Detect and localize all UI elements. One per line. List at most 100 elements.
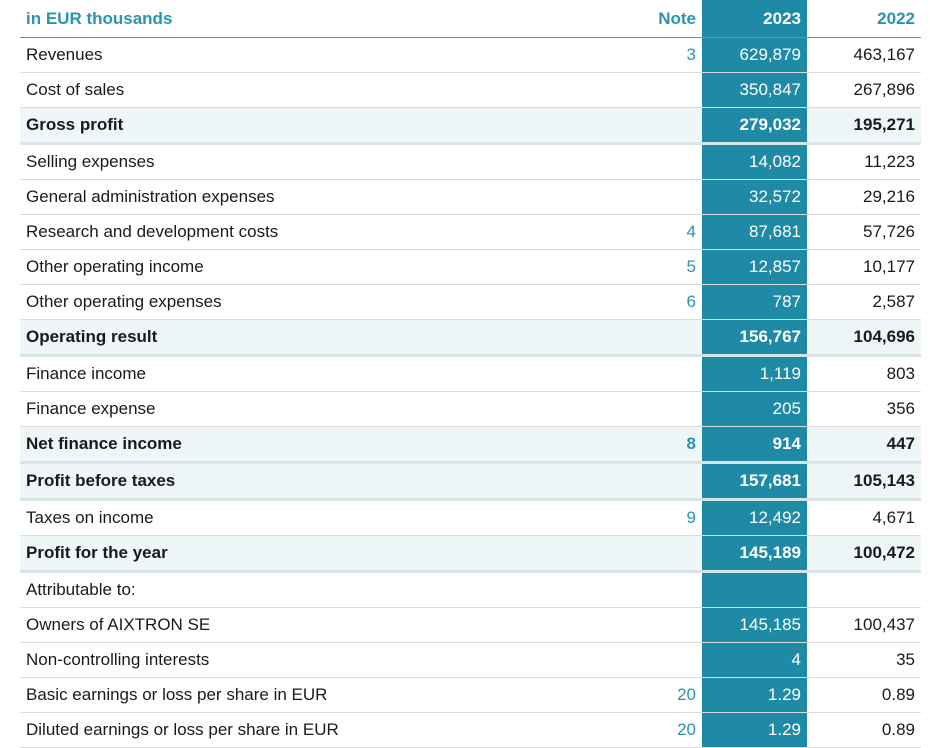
row-label: Other operating expenses (20, 284, 620, 320)
table-row-total: Gross profit 279,032 195,271 (20, 107, 921, 145)
table-body: Revenues 3 629,879 463,167 Cost of sales… (20, 37, 921, 748)
table-row-total: Profit for the year 145,189 100,472 (20, 535, 921, 573)
row-value-2023: 14,082 (702, 143, 807, 180)
row-note (620, 179, 702, 215)
row-label: Taxes on income (20, 499, 620, 536)
row-value-2023 (702, 571, 807, 608)
row-value-2023: 4 (702, 642, 807, 678)
row-label: General administration expenses (20, 179, 620, 215)
row-value-2022: 0.89 (807, 712, 921, 748)
row-note: 20 (620, 712, 702, 748)
row-label: Diluted earnings or loss per share in EU… (20, 712, 620, 748)
row-value-2022: 463,167 (807, 37, 921, 73)
row-label: Attributable to: (20, 571, 620, 608)
header-year-2022: 2022 (807, 0, 921, 38)
row-value-2022: 267,896 (807, 72, 921, 108)
table-row: Attributable to: (20, 571, 921, 608)
row-label: Finance income (20, 355, 620, 392)
row-value-2023: 157,681 (702, 462, 807, 501)
row-label: Revenues (20, 37, 620, 73)
header-note: Note (620, 0, 702, 38)
row-value-2023: 787 (702, 284, 807, 320)
table-row: Other operating income 5 12,857 10,177 (20, 249, 921, 285)
table-row: Research and development costs 4 87,681 … (20, 214, 921, 250)
row-label: Basic earnings or loss per share in EUR (20, 677, 620, 713)
row-value-2023: 32,572 (702, 179, 807, 215)
row-value-2022: 57,726 (807, 214, 921, 250)
row-value-2022: 35 (807, 642, 921, 678)
table-row-total: Net finance income 8 914 447 (20, 426, 921, 464)
row-note (620, 535, 702, 573)
row-value-2022: 2,587 (807, 284, 921, 320)
header-row: in EUR thousands Note 2023 2022 (20, 0, 921, 38)
row-value-2023: 629,879 (702, 37, 807, 73)
row-value-2023: 87,681 (702, 214, 807, 250)
row-value-2023: 1.29 (702, 712, 807, 748)
row-value-2023: 145,185 (702, 607, 807, 643)
row-value-2022: 100,437 (807, 607, 921, 643)
row-note: 5 (620, 249, 702, 285)
row-value-2023: 205 (702, 391, 807, 427)
row-value-2023: 12,857 (702, 249, 807, 285)
row-value-2022: 10,177 (807, 249, 921, 285)
row-value-2023: 1,119 (702, 355, 807, 392)
row-value-2022: 195,271 (807, 107, 921, 145)
income-statement-table: in EUR thousands Note 2023 2022 Revenues… (20, 0, 921, 748)
row-value-2023: 1.29 (702, 677, 807, 713)
table-row: Selling expenses 14,082 11,223 (20, 143, 921, 180)
row-label: Profit before taxes (20, 462, 620, 501)
row-value-2022: 356 (807, 391, 921, 427)
row-note (620, 571, 702, 608)
row-note (620, 391, 702, 427)
row-value-2022: 4,671 (807, 499, 921, 536)
row-value-2023: 12,492 (702, 499, 807, 536)
header-year-2023: 2023 (702, 0, 807, 38)
row-label: Net finance income (20, 426, 620, 464)
row-label: Gross profit (20, 107, 620, 145)
table-row: Cost of sales 350,847 267,896 (20, 72, 921, 108)
row-value-2022: 447 (807, 426, 921, 464)
row-label: Owners of AIXTRON SE (20, 607, 620, 643)
row-note: 6 (620, 284, 702, 320)
table-row: Diluted earnings or loss per share in EU… (20, 712, 921, 748)
table-row: Finance income 1,119 803 (20, 355, 921, 392)
row-note (620, 642, 702, 678)
table-row: Non-controlling interests 4 35 (20, 642, 921, 678)
row-value-2023: 350,847 (702, 72, 807, 108)
row-note (620, 355, 702, 392)
row-label: Profit for the year (20, 535, 620, 573)
table-row: Owners of AIXTRON SE 145,185 100,437 (20, 607, 921, 643)
row-note (620, 607, 702, 643)
row-value-2022: 105,143 (807, 462, 921, 501)
table-row-total: Profit before taxes 157,681 105,143 (20, 462, 921, 501)
table-row: Other operating expenses 6 787 2,587 (20, 284, 921, 320)
row-note: 8 (620, 426, 702, 464)
table-row: General administration expenses 32,572 2… (20, 179, 921, 215)
table-row: Basic earnings or loss per share in EUR … (20, 677, 921, 713)
row-label: Other operating income (20, 249, 620, 285)
row-value-2022: 104,696 (807, 319, 921, 357)
row-note: 20 (620, 677, 702, 713)
row-value-2023: 145,189 (702, 535, 807, 573)
table-row: Finance expense 205 356 (20, 391, 921, 427)
row-value-2022: 29,216 (807, 179, 921, 215)
row-value-2022: 803 (807, 355, 921, 392)
table-header: in EUR thousands Note 2023 2022 (20, 0, 921, 38)
table-row: Revenues 3 629,879 463,167 (20, 37, 921, 73)
row-note (620, 319, 702, 357)
row-label: Cost of sales (20, 72, 620, 108)
row-note: 3 (620, 37, 702, 73)
row-note: 9 (620, 499, 702, 536)
row-value-2022 (807, 571, 921, 608)
row-value-2023: 279,032 (702, 107, 807, 145)
row-note (620, 72, 702, 108)
row-label: Research and development costs (20, 214, 620, 250)
row-note (620, 143, 702, 180)
table-row-total: Operating result 156,767 104,696 (20, 319, 921, 357)
row-note: 4 (620, 214, 702, 250)
row-value-2022: 100,472 (807, 535, 921, 573)
row-value-2022: 0.89 (807, 677, 921, 713)
row-label: Non-controlling interests (20, 642, 620, 678)
header-currency-label: in EUR thousands (20, 0, 620, 38)
